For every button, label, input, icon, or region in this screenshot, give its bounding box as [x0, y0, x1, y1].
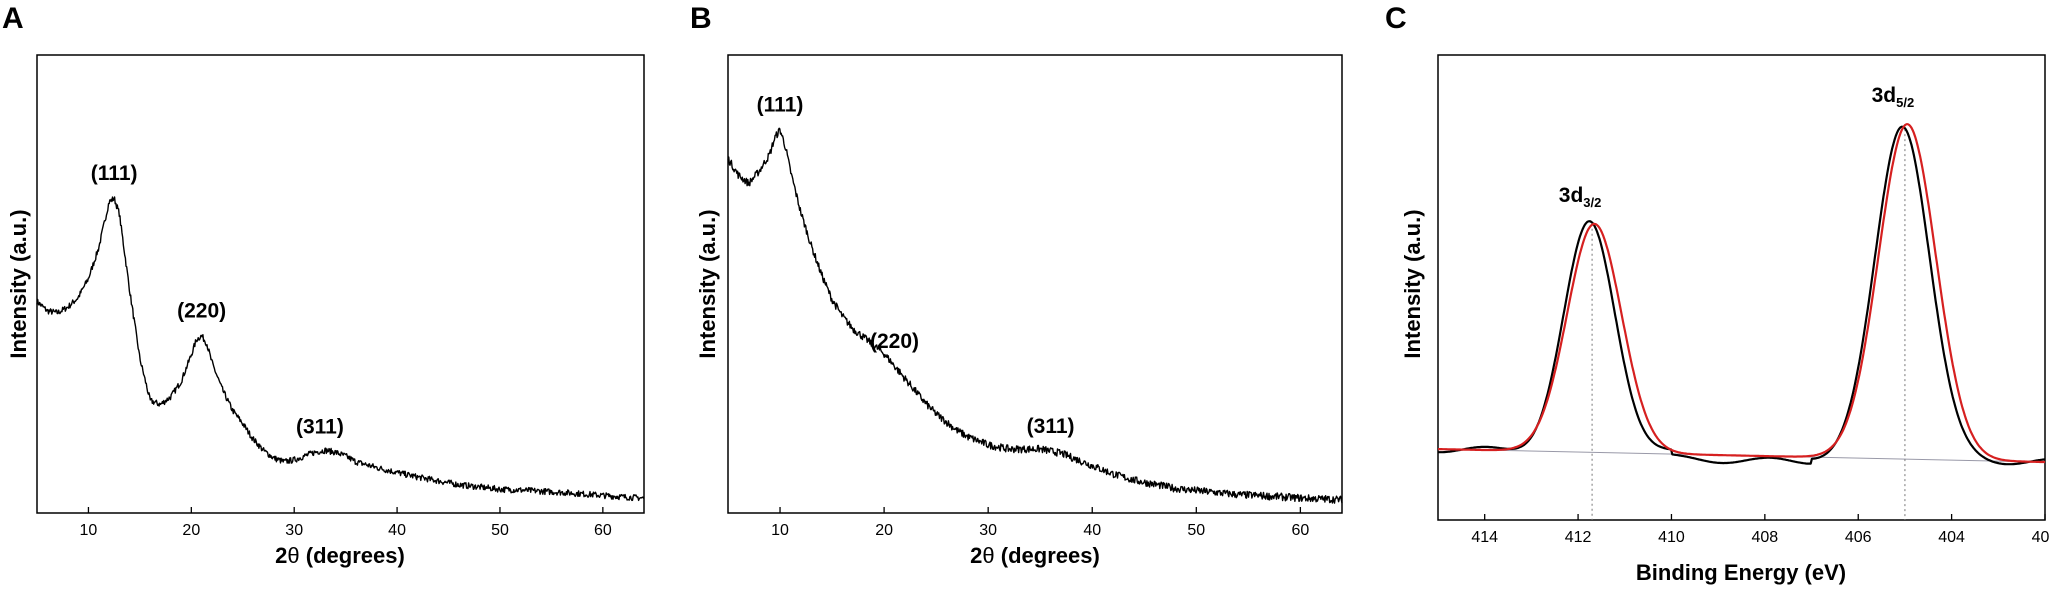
peak-label: (220) [177, 300, 226, 323]
peak-label: (311) [1027, 415, 1075, 438]
xrd-curve-b [727, 127, 1343, 504]
x-tick-label: 40 [388, 522, 406, 539]
y-axis-title-a: Intensity (a.u.) [6, 209, 31, 358]
peak-label: (220) [870, 330, 919, 353]
peak-guides-c [1591, 124, 1906, 520]
peak-label: (311) [296, 415, 344, 438]
panel-letter-a: A [2, 2, 24, 35]
xps-measured-curve [1438, 125, 2046, 466]
x-tick-label: 414 [1471, 529, 1498, 546]
x-axis-title-c: Binding Energy (eV) [1636, 560, 1846, 585]
x-tick-label: 402 [2032, 529, 2049, 546]
x-tick-label: 20 [875, 522, 893, 539]
peak-label-subscript: 5/2 [1896, 95, 1914, 110]
xrd-curve-a [36, 196, 645, 502]
x-tick-label: 20 [182, 522, 200, 539]
x-tick-label: 30 [285, 522, 303, 539]
peak-label: (111) [757, 94, 804, 117]
x-tick-label: 10 [771, 522, 789, 539]
y-axis-title-b: Intensity (a.u.) [695, 209, 720, 358]
panel-letter-b: B [690, 2, 712, 35]
x-tick-label: 60 [594, 522, 612, 539]
panel-b: B 10 20 30 40 50 60 (111) (220) (311) 2θ (degre… [690, 2, 1343, 568]
x-tick-label: 410 [1658, 529, 1685, 546]
x-axis-title-b: 2θ (degrees) [970, 543, 1100, 568]
x-tick-label: 412 [1565, 529, 1592, 546]
plot-frame-b [727, 54, 1343, 514]
x-tick-label: 10 [80, 522, 98, 539]
peak-labels-a: (111) (220) (311) [91, 162, 344, 438]
panel-c: C 414 412 410 408 406 404 402 3d3/2 3d5/2 Bindi… [1385, 2, 2049, 585]
peak-label: (111) [91, 162, 138, 185]
plot-frame-a [36, 54, 645, 514]
peak-labels-c: 3d3/2 3d5/2 [1559, 84, 1914, 210]
x-tick-label: 406 [1845, 529, 1872, 546]
plot-frame-c [1437, 54, 2046, 521]
peak-label: 3d5/2 [1872, 84, 1915, 110]
peak-labels-b: (111) (220) (311) [757, 94, 1075, 439]
y-axis-title-c: Intensity (a.u.) [1400, 209, 1425, 358]
peak-label: 3d3/2 [1559, 184, 1602, 210]
panel-letter-c: C [1385, 2, 1407, 35]
x-tick-label: 40 [1083, 522, 1101, 539]
x-axis-title-a: 2θ (degrees) [275, 543, 405, 568]
x-tick-label: 30 [979, 522, 997, 539]
x-ticks-c: 414 412 410 408 406 404 402 [1471, 514, 2049, 546]
x-tick-label: 408 [1751, 529, 1778, 546]
x-tick-label: 50 [1187, 522, 1205, 539]
panel-a: A 10 20 30 40 50 60 (111) (220) (311) 2θ (degre… [2, 2, 645, 568]
x-tick-label: 60 [1291, 522, 1309, 539]
peak-label-subscript: 3/2 [1583, 195, 1601, 210]
x-tick-label: 404 [1938, 529, 1965, 546]
xps-fit-curve [1438, 123, 2046, 464]
x-tick-label: 50 [491, 522, 509, 539]
x-ticks-b: 10 20 30 40 50 60 [771, 507, 1309, 539]
x-ticks-a: 10 20 30 40 50 60 [80, 507, 612, 539]
